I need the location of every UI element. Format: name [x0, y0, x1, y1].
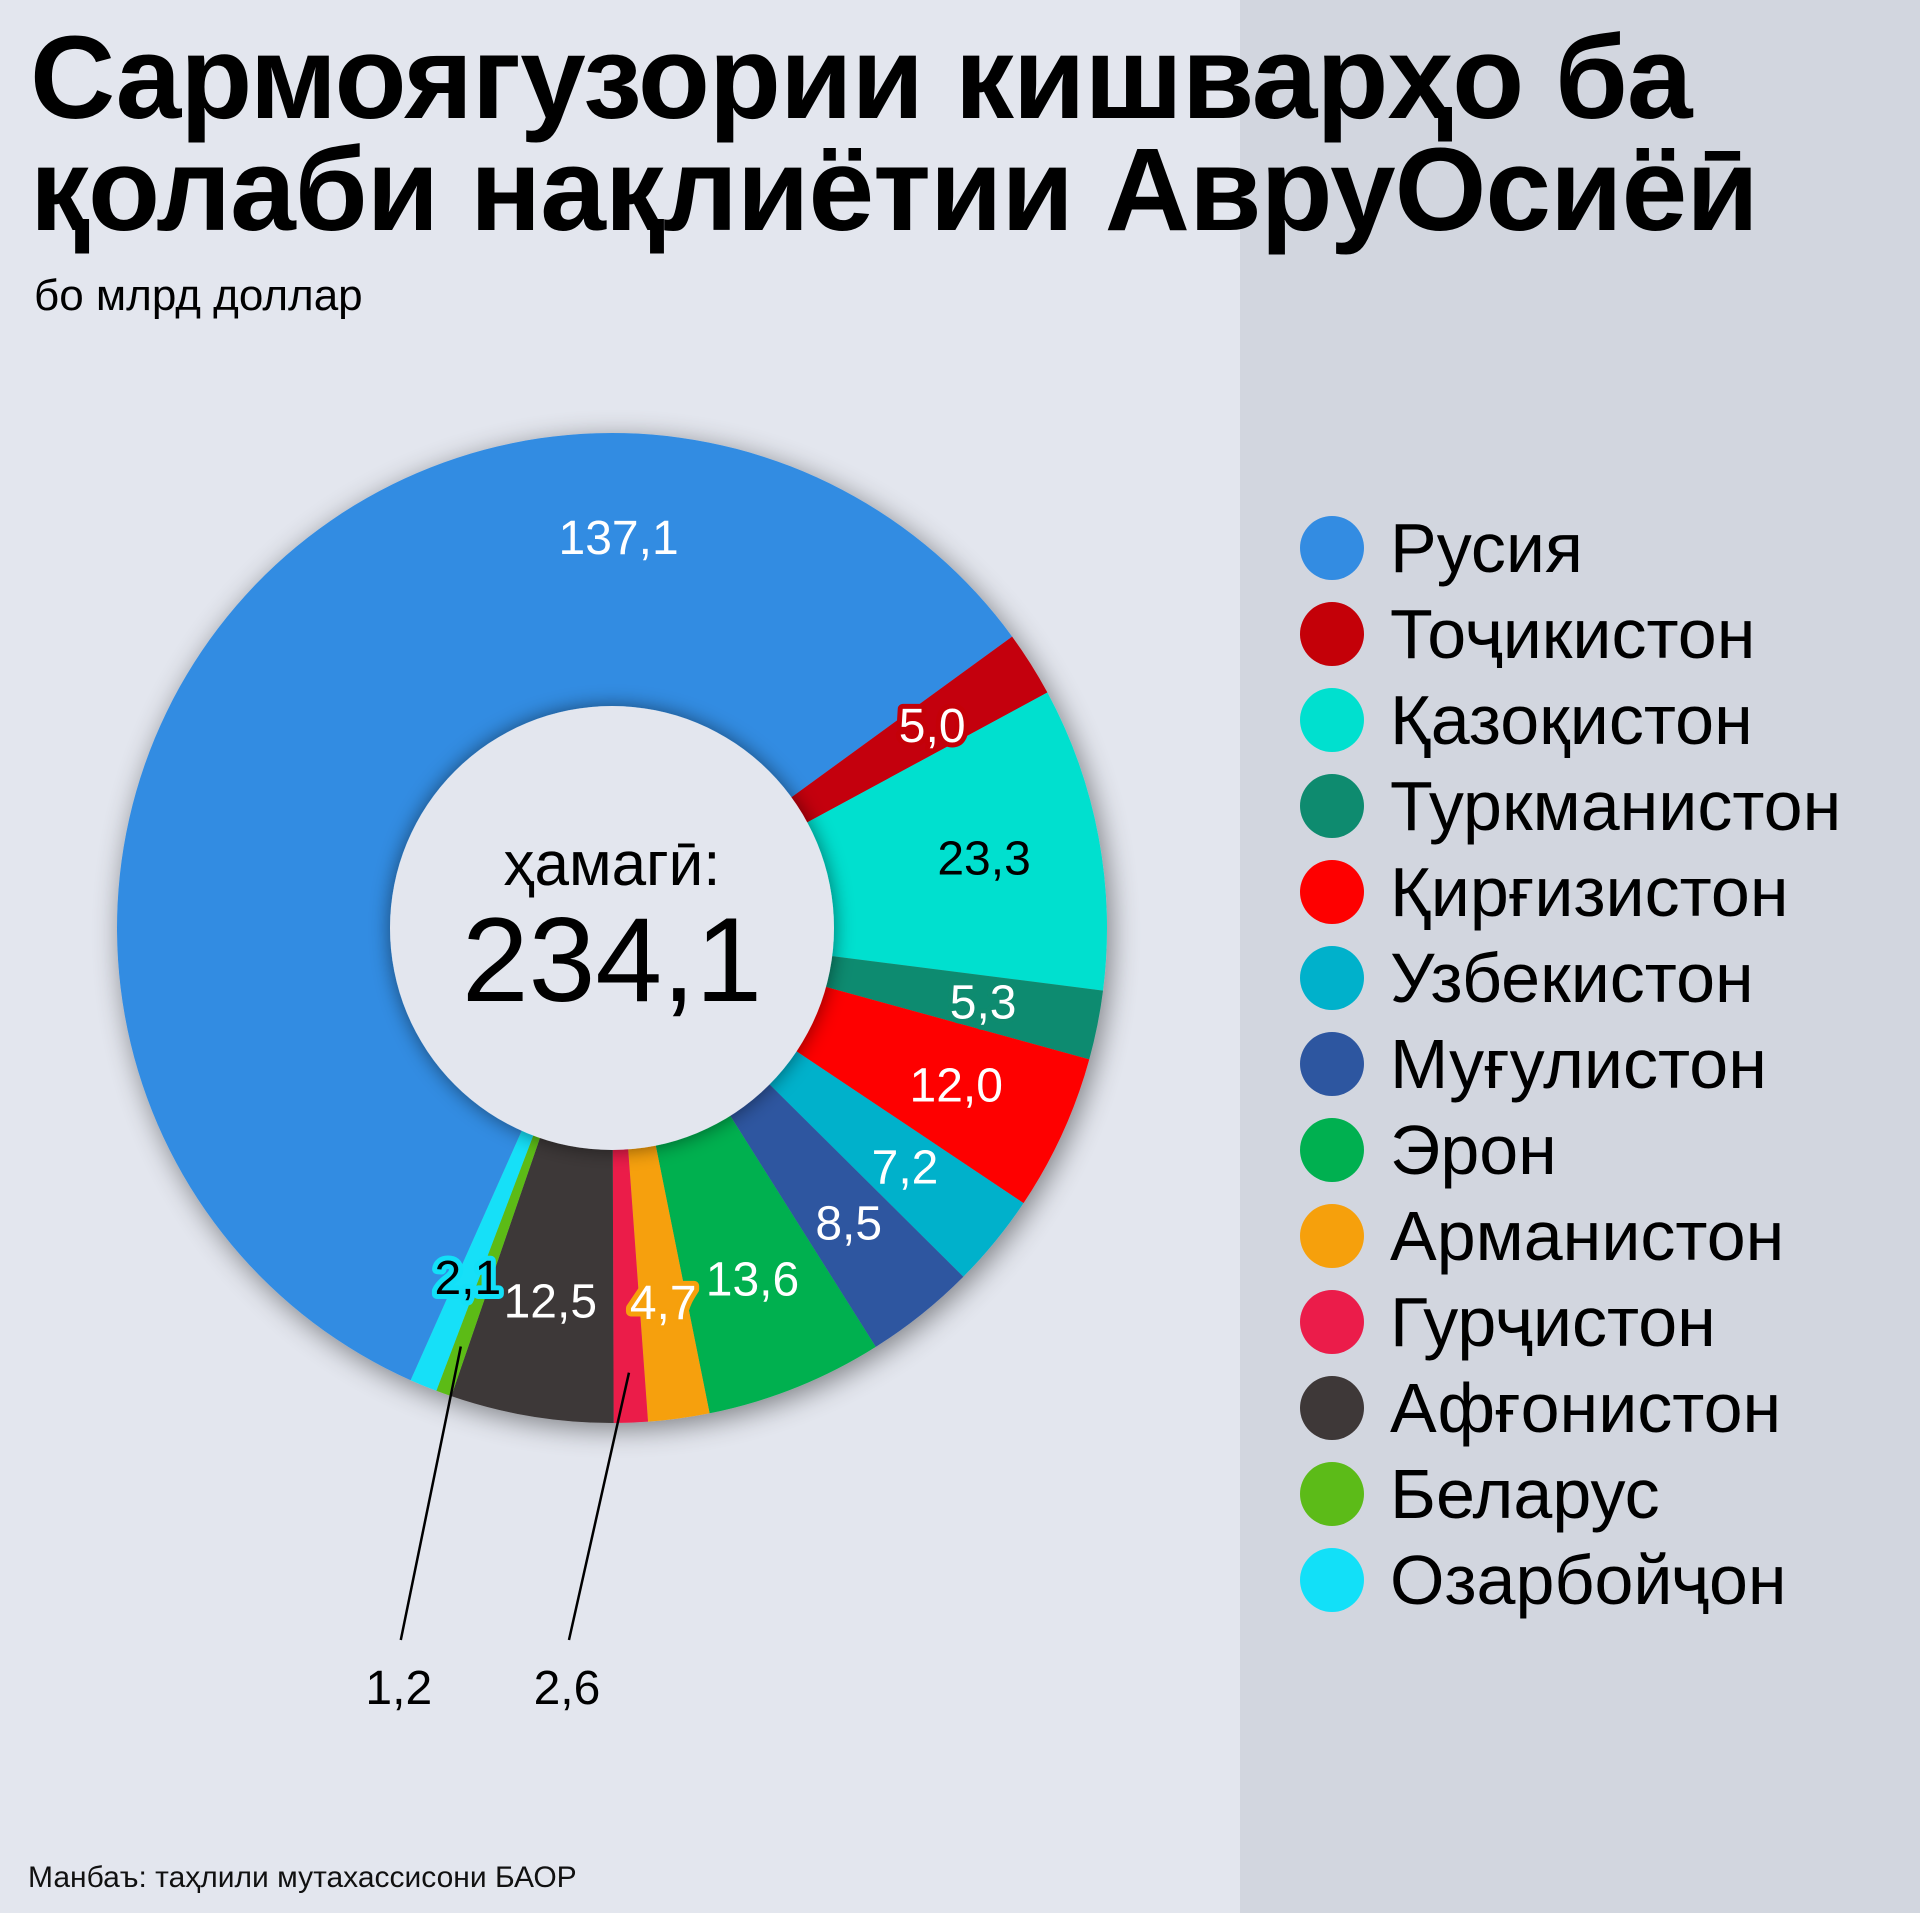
chart-title: Сармоягузории кишварҳо ба қолаби нақлиёт…: [30, 19, 1920, 249]
legend-item: Тоҷикистон: [1300, 591, 1841, 677]
slice-value-label: 23,3: [937, 833, 1030, 886]
chart-subtitle: бо млрд доллар: [34, 271, 363, 320]
legend-item: Қирғизистон: [1300, 849, 1841, 935]
donut-slice: [612, 1144, 649, 1423]
legend-label: Эрон: [1390, 1111, 1557, 1189]
slice-value-label: 8,5: [815, 1197, 882, 1250]
donut-slice: [792, 985, 1090, 1204]
legend-swatch-icon: [1300, 1376, 1364, 1440]
legend-item: Узбекистон: [1300, 935, 1841, 1021]
donut-slice: [410, 1126, 535, 1391]
legend-swatch-icon: [1300, 1290, 1364, 1354]
chart-title-line-1: Сармоягузории кишварҳо ба: [30, 12, 1693, 144]
slice-value-label: 5,3: [950, 976, 1017, 1029]
legend-swatch-icon: [1300, 1548, 1364, 1612]
donut-slice: [116, 432, 1013, 1381]
legend-item: Арманистон: [1300, 1193, 1841, 1279]
legend-item: Эрон: [1300, 1107, 1841, 1193]
legend-item: Гурҷистон: [1300, 1279, 1841, 1365]
legend-swatch-icon: [1300, 688, 1364, 752]
donut-slice: [802, 692, 1107, 991]
legend-item: Озарбойҷон: [1300, 1537, 1841, 1623]
legend-item: Афғонистон: [1300, 1365, 1841, 1451]
slice-value-label: 12,0: [910, 1059, 1003, 1112]
legend-swatch-icon: [1300, 1118, 1364, 1182]
legend-item: Муғулистон: [1300, 1021, 1841, 1107]
legend-item: Қазоқистон: [1300, 677, 1841, 763]
legend-swatch-icon: [1300, 602, 1364, 666]
chart-title-line-2: қолаби нақлиётии АвруОсиёӣ: [30, 124, 1759, 256]
donut-hole: [390, 706, 834, 1150]
legend-label: Тоҷикистон: [1390, 595, 1756, 673]
donut-slice: [787, 636, 1048, 825]
legend-swatch-icon: [1300, 1204, 1364, 1268]
legend-label: Қирғизистон: [1390, 853, 1789, 931]
callout-label: 1,2: [365, 1662, 432, 1715]
legend-item: Русия: [1300, 505, 1841, 591]
legend-label: Арманистон: [1390, 1197, 1785, 1275]
total-value: 234,1: [461, 893, 763, 1027]
legend-label: Муғулистон: [1390, 1025, 1767, 1103]
donut-slice: [727, 1080, 964, 1347]
slice-value-label: 5,0: [899, 700, 966, 753]
legend-swatch-icon: [1300, 860, 1364, 924]
legend-swatch-icon: [1300, 516, 1364, 580]
total-label: ҳамагӣ:: [503, 830, 721, 899]
donut-slice: [654, 1111, 876, 1414]
slice-value-label: 12,5: [504, 1275, 597, 1328]
legend-label: Узбекистон: [1390, 939, 1754, 1017]
slice-value-label: 4,7: [630, 1277, 697, 1330]
legend-swatch-icon: [1300, 1462, 1364, 1526]
legend-label: Гурҷистон: [1390, 1283, 1716, 1361]
legend-label: Озарбойҷон: [1390, 1541, 1787, 1619]
donut-slice: [821, 955, 1104, 1060]
callout-label: 2,6: [534, 1662, 601, 1715]
donut-slice: [627, 1140, 710, 1422]
legend-label: Русия: [1390, 509, 1583, 587]
legend-item: Беларус: [1300, 1451, 1841, 1537]
slice-value-label: 2,1: [434, 1252, 501, 1305]
donut-slice: [766, 1048, 1024, 1277]
legend: Русия Тоҷикистон Қазоқистон Туркманистон Қир…: [1300, 505, 1841, 1623]
callout-labels: 2,6 1,2: [365, 1346, 631, 1715]
legend-label: Беларус: [1390, 1455, 1660, 1533]
callout-leader-line: [399, 1346, 463, 1641]
donut-slice: [451, 1133, 614, 1423]
legend-item: Туркманистон: [1300, 763, 1841, 849]
legend-swatch-icon: [1300, 946, 1364, 1010]
slice-value-label: 7,2: [872, 1142, 939, 1195]
legend-swatch-icon: [1300, 1032, 1364, 1096]
legend-swatch-icon: [1300, 774, 1364, 838]
donut-slice: [436, 1130, 542, 1397]
callout-leader-line: [567, 1372, 631, 1641]
legend-label: Афғонистон: [1390, 1369, 1782, 1447]
donut-slices: [116, 432, 1107, 1423]
slice-value-label: 13,6: [706, 1253, 799, 1306]
slice-value-label: 137,1: [559, 512, 679, 565]
source-note: Манбаъ: таҳлили мутахассисони БАОР: [28, 1861, 577, 1894]
legend-label: Туркманистон: [1390, 767, 1842, 845]
legend-label: Қазоқистон: [1390, 681, 1753, 759]
slice-labels: 137,1 5,0 23,3 5,3 12,0 7,28,5 13,64,7 12,52,1: [429, 512, 1030, 1335]
